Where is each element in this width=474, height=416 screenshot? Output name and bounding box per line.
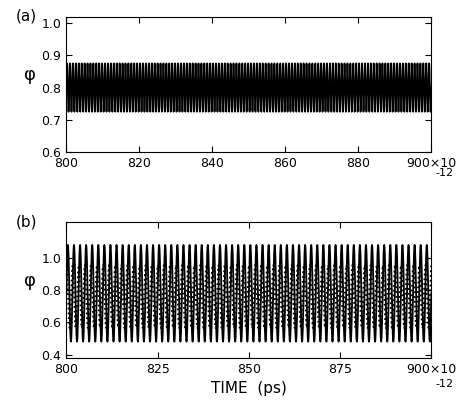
Y-axis label: φ: φ xyxy=(25,66,36,84)
Text: (b): (b) xyxy=(15,214,37,229)
Text: -12: -12 xyxy=(435,168,453,178)
X-axis label: TIME  (ps): TIME (ps) xyxy=(211,381,287,396)
Y-axis label: φ: φ xyxy=(25,272,36,290)
Text: (a): (a) xyxy=(15,8,36,24)
Text: -12: -12 xyxy=(435,379,453,389)
